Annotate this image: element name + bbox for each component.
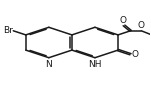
Text: N: N	[45, 60, 52, 69]
Text: NH: NH	[88, 60, 102, 69]
Text: O: O	[138, 21, 145, 30]
Text: Br: Br	[3, 26, 13, 35]
Text: O: O	[120, 16, 127, 25]
Text: O: O	[132, 50, 139, 59]
